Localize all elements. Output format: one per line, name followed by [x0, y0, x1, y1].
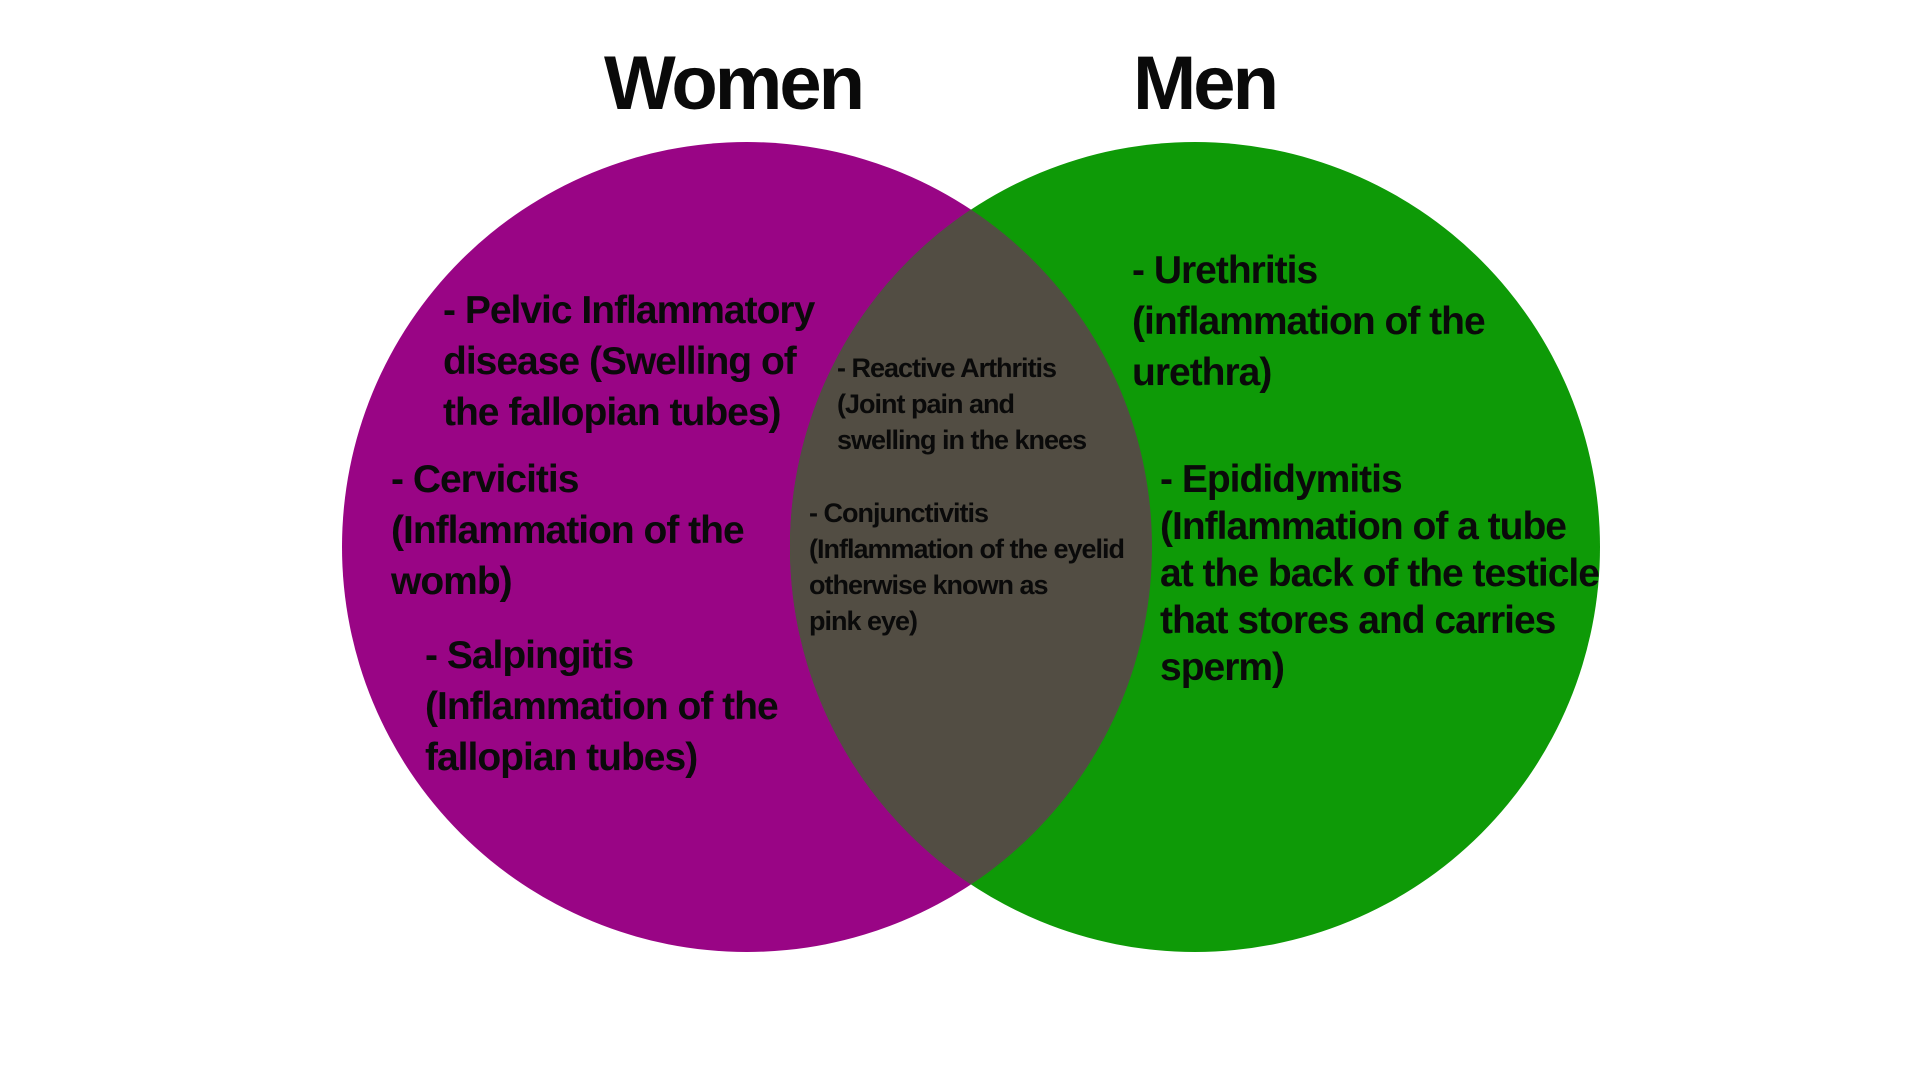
- item-line: (Inflammation of the: [425, 685, 779, 728]
- item-line: womb): [391, 560, 513, 603]
- item-line: (Joint pain and: [837, 389, 1015, 419]
- men-title: Men: [1133, 41, 1279, 126]
- item-line: pink eye): [809, 606, 918, 636]
- item-line: sperm): [1160, 646, 1285, 689]
- women-item-salpingitis: - Salpingitis (Inflammation of the fallo…: [425, 630, 779, 783]
- shared-item-reactive-arthritis: - Reactive Arthritis (Joint pain and swe…: [837, 350, 1087, 458]
- women-title: Women: [604, 41, 865, 126]
- item-line: swelling in the knees: [837, 425, 1087, 455]
- item-line: - Pelvic Inflammatory: [443, 289, 815, 332]
- item-line: (Inflammation of a tube: [1160, 505, 1567, 548]
- overlap-region: [790, 142, 1152, 952]
- item-line: (inflammation of the: [1132, 300, 1486, 343]
- item-line: - Urethritis: [1132, 249, 1318, 292]
- item-line: - Cervicitis: [391, 458, 579, 501]
- item-line: that stores and carries: [1160, 599, 1556, 642]
- men-item-epididymitis: - Epididymitis (Inflammation of a tube a…: [1160, 456, 1600, 691]
- women-item-pelvic-inflammatory-disease: - Pelvic Inflammatory disease (Swelling …: [443, 285, 815, 438]
- item-line: - Conjunctivitis: [809, 498, 989, 528]
- item-line: urethra): [1132, 351, 1272, 394]
- item-line: otherwise known as: [809, 570, 1049, 600]
- item-line: the fallopian tubes): [443, 391, 782, 434]
- item-line: at the back of the testicle: [1160, 552, 1600, 595]
- item-line: (Inflammation of the: [391, 509, 745, 552]
- women-item-cervicitis: - Cervicitis (Inflammation of the womb): [391, 454, 745, 607]
- item-line: - Reactive Arthritis: [837, 353, 1057, 383]
- item-line: - Epididymitis: [1160, 458, 1403, 501]
- item-line: fallopian tubes): [425, 736, 698, 779]
- item-line: - Salpingitis: [425, 634, 634, 677]
- shared-item-conjunctivitis: - Conjunctivitis (Inflammation of the ey…: [809, 495, 1125, 639]
- item-line: disease (Swelling of: [443, 340, 797, 383]
- item-line: (Inflammation of the eyelid: [809, 534, 1125, 564]
- men-item-urethritis: - Urethritis (inflammation of the urethr…: [1132, 245, 1486, 398]
